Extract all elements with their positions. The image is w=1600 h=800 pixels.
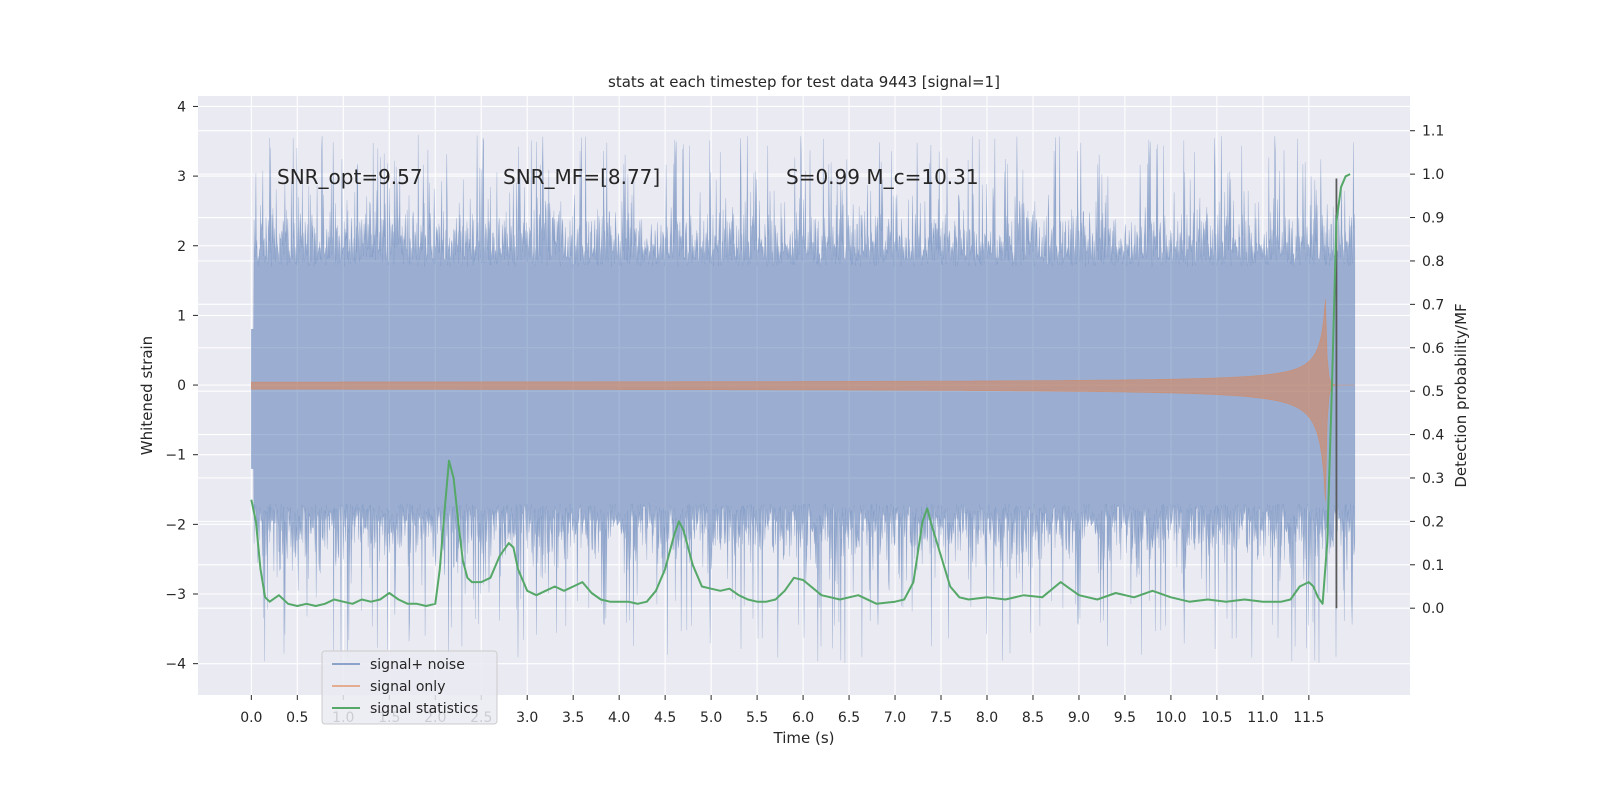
x-tick-label: 7.5: [930, 710, 952, 726]
x-tick-label: 0.5: [286, 710, 308, 726]
y-left-tick-label: −1: [165, 448, 186, 464]
x-tick-label: 3.5: [562, 710, 584, 726]
annotation-snr-mf: SNR_MF=[8.77]: [503, 165, 660, 189]
x-tick-label: 8.0: [976, 710, 998, 726]
y-right-tick-label: 0.4: [1422, 428, 1444, 444]
x-tick-label: 10.0: [1155, 710, 1186, 726]
x-tick-label: 4.0: [608, 710, 630, 726]
y-right-tick-label: 0.5: [1422, 384, 1444, 400]
x-tick-label: 7.0: [884, 710, 906, 726]
x-tick-label: 10.5: [1201, 710, 1232, 726]
x-tick-label: 0.0: [240, 710, 262, 726]
y-axis-label-left: Whitened strain: [138, 336, 156, 455]
x-axis-label: Time (s): [773, 729, 835, 747]
x-tick-label: 3.0: [516, 710, 538, 726]
y-right-tick-label: 0.9: [1422, 211, 1444, 227]
x-tick-label: 11.5: [1293, 710, 1324, 726]
y-left-tick-label: −4: [165, 657, 186, 673]
y-right-tick-label: 0.8: [1422, 254, 1444, 270]
y-left-tick-label: 0: [177, 378, 186, 394]
y-left-tick-label: −2: [165, 517, 186, 533]
x-tick-label: 5.0: [700, 710, 722, 726]
y-right-tick-label: 0.7: [1422, 297, 1444, 313]
x-tick-label: 6.0: [792, 710, 814, 726]
y-axis-label-right: Detection probability/MF: [1452, 303, 1470, 487]
legend-label-signal-noise: signal+ noise: [370, 657, 465, 673]
signal-statistics-series: [250, 173, 1351, 607]
y-right-tick-label: 0.0: [1422, 601, 1444, 617]
x-tick-label: 9.5: [1114, 710, 1136, 726]
y-right-tick-label: 0.2: [1422, 514, 1444, 530]
y-left-tick-label: 1: [177, 308, 186, 324]
annotation-s-mc: S=0.99 M_c=10.31: [786, 165, 979, 189]
y-left-tick-label: 4: [177, 99, 186, 115]
y-right-tick-label: 0.6: [1422, 341, 1444, 357]
signal-noise-series: [251, 134, 1356, 663]
signal-only-series: [251, 298, 1355, 502]
y-right-tick-label: 1.1: [1422, 124, 1444, 140]
y-right-tick-label: 0.3: [1422, 471, 1444, 487]
x-tick-label: 8.5: [1022, 710, 1044, 726]
x-tick-label: 6.5: [838, 710, 860, 726]
annotation-snr-opt: SNR_opt=9.57: [277, 165, 423, 189]
y-left-tick-label: 2: [177, 239, 186, 255]
legend: signal+ noise signal only signal statist…: [321, 650, 498, 725]
y-right-tick-label: 1.0: [1422, 167, 1444, 183]
x-tick-label: 5.5: [746, 710, 768, 726]
x-tick-label: 9.0: [1068, 710, 1090, 726]
legend-box: [321, 650, 498, 725]
y-left-tick-label: 3: [177, 169, 186, 185]
legend-label-signal-statistics: signal statistics: [370, 701, 478, 717]
chart-title: stats at each timestep for test data 944…: [608, 73, 1000, 91]
legend-label-signal-only: signal only: [370, 679, 445, 695]
y-left-tick-label: −3: [165, 587, 186, 603]
y-right-tick-label: 0.1: [1422, 558, 1444, 574]
x-tick-label: 4.5: [654, 710, 676, 726]
x-tick-label: 11.0: [1247, 710, 1278, 726]
series-layer: [250, 134, 1356, 663]
